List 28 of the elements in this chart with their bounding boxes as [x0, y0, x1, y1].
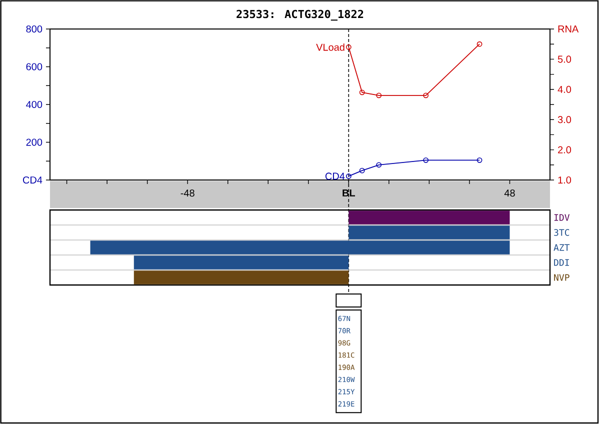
series-label: CD4 — [325, 172, 345, 180]
series-label: VLoad — [316, 43, 344, 51]
point — [423, 92, 429, 98]
y2-tick-label: 5.0 — [558, 56, 572, 63]
y2-tick-label: 2.0 — [558, 146, 572, 154]
point — [359, 90, 365, 96]
x-tick-label: -48 — [180, 190, 194, 197]
y-tick-label: IDV — [554, 214, 570, 221]
y-tick-label: 800 — [26, 25, 42, 33]
y-tick-label: CD4 — [22, 176, 42, 184]
y-tick-label: 400 — [26, 100, 42, 108]
y2-tick-label: 3.0 — [558, 116, 572, 124]
y-tick-label: AZT — [554, 244, 570, 251]
y2-tick-label: 1.0 — [558, 176, 572, 184]
y2-tick-label: RNA — [558, 26, 579, 32]
point — [376, 162, 382, 168]
y-tick-label: 200 — [26, 138, 42, 146]
chart-title: 23533: ACTG320_1822 — [236, 10, 364, 21]
y2-tick-label: 4.0 — [558, 86, 572, 93]
y-tick-label: NVP — [554, 274, 570, 281]
y-tick-label: 600 — [26, 63, 42, 70]
y-tick-label: 3TC — [554, 229, 570, 236]
x-tick-label: 48 — [504, 190, 515, 197]
point — [376, 92, 382, 98]
y-tick-label: DDI — [554, 259, 569, 266]
point — [423, 157, 429, 163]
x-tick-label: BL — [342, 190, 356, 196]
point — [359, 168, 365, 174]
